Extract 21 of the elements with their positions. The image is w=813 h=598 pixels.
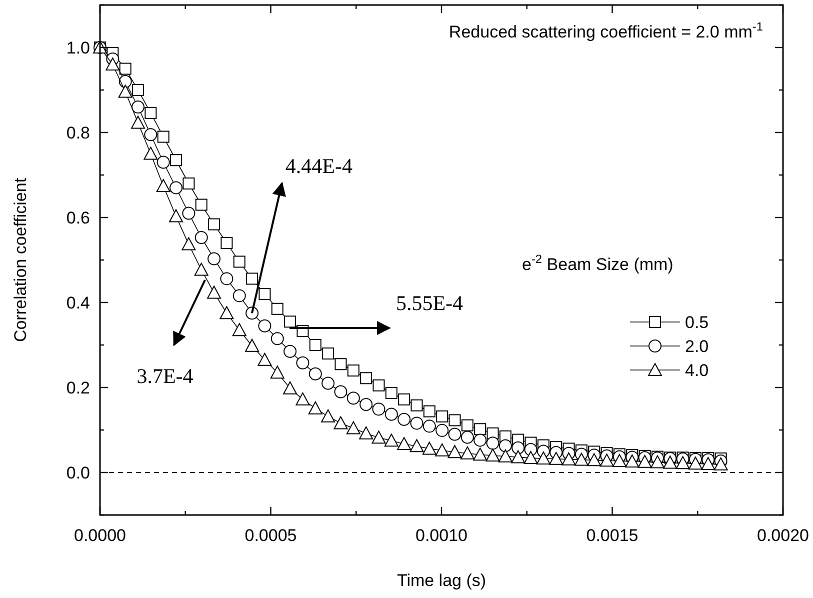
x-axis-title: Time lag (s) [396, 571, 486, 590]
y-tick-label: 0.6 [66, 208, 90, 228]
annotation: 5.55E-4 [396, 291, 464, 315]
legend-label: 0.5 [685, 313, 709, 332]
y-tick-label: 0.4 [66, 294, 90, 312]
x-tick-label: 0.0000 [74, 526, 126, 545]
x-tick-label: 0.0020 [757, 526, 809, 545]
y-tick-label: 0.0 [66, 464, 90, 482]
y-tick-label: 1.0 [66, 38, 90, 58]
y-tick-label: 0.2 [66, 378, 90, 398]
x-tick-label: 0.0010 [416, 526, 468, 545]
annotation: Reduced scattering coefficient = 2.0 mm$^{-1}$ [448, 20, 764, 42]
legend-label: 4.0 [685, 361, 709, 380]
x-tick-label: 0.0015 [586, 526, 638, 545]
x-tick-label: 0.0005 [244, 526, 297, 545]
y-axis-title: Correlation coefficient [11, 178, 30, 342]
legend-label: 2.0 [685, 337, 709, 356]
annotation: 4.44E-4 [285, 154, 353, 178]
y-tick-label: 0.8 [66, 124, 90, 142]
legend-title: e$^{-2}$ Beam Size (mm) [522, 252, 674, 274]
annotation: 3.7E-4 [136, 364, 194, 388]
